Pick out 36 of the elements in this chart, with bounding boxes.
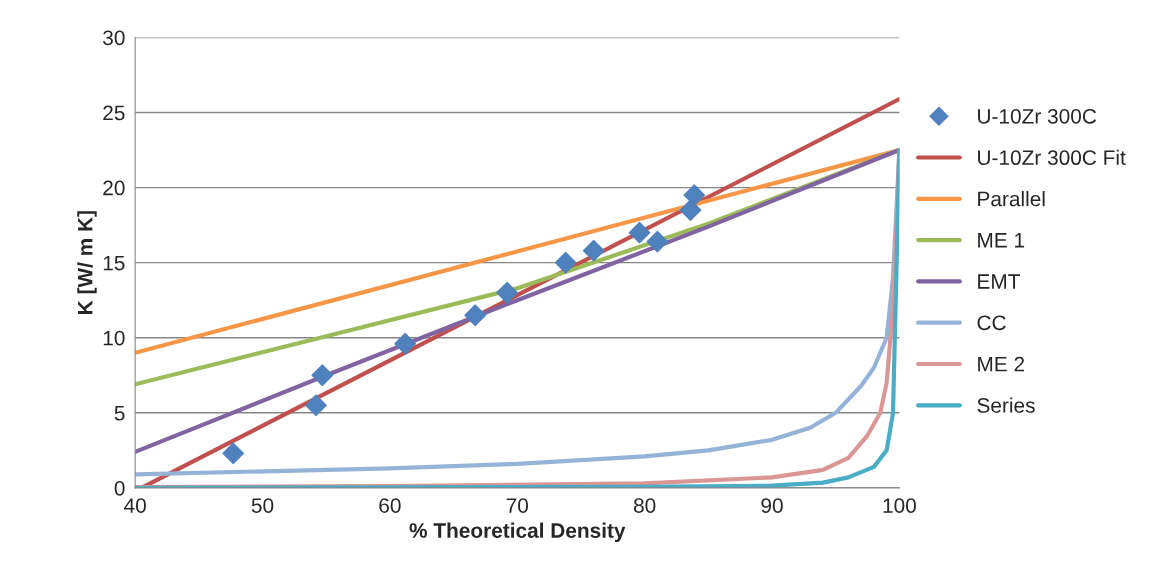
x-tick-label: 50 xyxy=(251,498,274,513)
y-tick-label: 5 xyxy=(114,406,125,421)
legend-label: U-10Zr 300C Fit xyxy=(978,149,1126,166)
legend-label: ME 1 xyxy=(978,233,1025,248)
legend-label: ME 2 xyxy=(978,356,1025,372)
point xyxy=(628,221,651,244)
x-tick-label: 90 xyxy=(761,498,783,513)
point xyxy=(464,304,487,327)
point xyxy=(554,251,577,274)
point xyxy=(394,332,417,355)
y-tick-label: 20 xyxy=(103,180,125,196)
point xyxy=(683,184,706,206)
legend-label: Parallel xyxy=(978,191,1045,207)
y-tick-label: 25 xyxy=(103,105,125,121)
point xyxy=(582,239,605,262)
y-tick-label: 30 xyxy=(103,30,125,46)
y-tick-label: 15 xyxy=(103,255,125,271)
x-tick-label: 70 xyxy=(506,498,529,513)
x-tick-label: 40 xyxy=(124,498,146,513)
point xyxy=(646,230,669,253)
x-tick-label: 60 xyxy=(379,498,401,513)
x-tick-label: 100 xyxy=(883,498,916,513)
y-tick-label: 0 xyxy=(114,480,125,496)
point xyxy=(305,394,327,417)
point xyxy=(679,199,702,221)
y-axis-title: K [W/ m K] xyxy=(77,211,97,314)
y-tick-label: 10 xyxy=(103,330,125,346)
legend-label: Series xyxy=(977,397,1035,413)
legend-label: CC xyxy=(977,315,1006,331)
legend-label: EMT xyxy=(978,274,1020,289)
x-axis-title: % Theoretical Density xyxy=(409,522,626,543)
point xyxy=(222,442,245,465)
point xyxy=(496,281,518,304)
legend-label: U-10Zr 300C xyxy=(978,108,1097,124)
x-tick-label: 80 xyxy=(633,498,656,513)
point xyxy=(311,364,334,387)
